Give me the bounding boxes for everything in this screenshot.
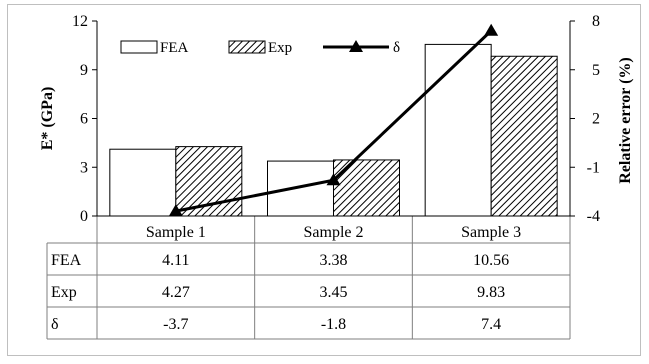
- table-cell: 7.4: [481, 316, 501, 333]
- table-cell: 3.45: [320, 284, 348, 301]
- right-tick-label: 8: [592, 13, 600, 30]
- table-header-1: Sample 1: [146, 224, 206, 241]
- bar-fea-1: [109, 148, 177, 217]
- table-row-label: δ: [51, 316, 59, 333]
- legend-label-delta: δ: [393, 40, 400, 56]
- legend-label-fea: FEA: [160, 40, 189, 56]
- bar-fea-2: [267, 160, 334, 217]
- right-tick-label: -4: [587, 208, 600, 225]
- delta-marker-1: [168, 204, 183, 217]
- table-header-3: Sample 3: [461, 224, 521, 241]
- left-tick-label: 0: [80, 208, 88, 225]
- legend-swatch-fea: [120, 40, 158, 54]
- left-tick-label: 6: [80, 111, 88, 128]
- right-axis-title: Relative error (%): [617, 57, 634, 183]
- legend-marker-delta: [349, 40, 363, 52]
- legend-label-exp: Exp: [268, 40, 292, 56]
- right-tick-label: 5: [592, 62, 600, 79]
- right-tick-label: 2: [592, 111, 600, 128]
- left-tick-label: 12: [72, 13, 88, 30]
- bar-exp-3: [490, 55, 558, 217]
- table-cell: -3.7: [163, 316, 188, 333]
- table-cell: -1.8: [321, 316, 346, 333]
- table-cell: 10.56: [473, 252, 509, 269]
- left-tick-label: 3: [80, 159, 88, 176]
- delta-marker-3: [484, 23, 499, 36]
- delta-marker-2: [326, 173, 341, 186]
- bar-fea-3: [424, 43, 492, 217]
- table-cell: 3.38: [320, 252, 348, 269]
- table-row-label: Exp: [51, 284, 77, 301]
- left-axis-title: E* (GPa): [39, 87, 56, 151]
- right-tick-label: -1: [587, 159, 600, 176]
- table-cell: 4.27: [162, 284, 190, 301]
- legend-swatch-exp: [228, 40, 266, 54]
- table-row-label: FEA: [51, 252, 82, 269]
- table-header-2: Sample 2: [304, 224, 364, 241]
- bar-exp-2: [333, 159, 400, 217]
- table-cell: 9.83: [477, 284, 505, 301]
- table-cell: 4.11: [162, 252, 189, 269]
- left-tick-label: 9: [80, 62, 88, 79]
